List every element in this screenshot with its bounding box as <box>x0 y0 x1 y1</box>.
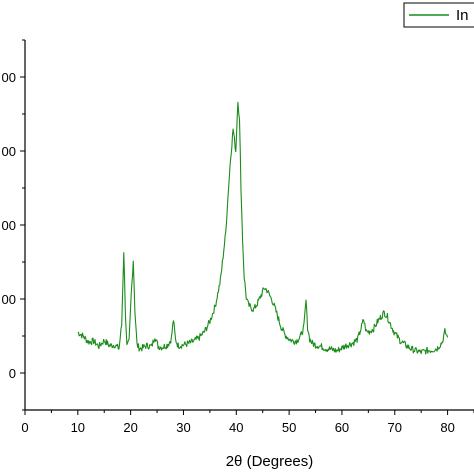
x-tick-label: 70 <box>388 420 402 435</box>
legend: In <box>403 2 474 28</box>
y-tick-label: 00 <box>2 218 16 233</box>
x-tick-label: 80 <box>440 420 454 435</box>
series-layer <box>77 101 449 355</box>
series-line <box>77 101 449 355</box>
x-tick-label: 60 <box>335 420 349 435</box>
y-tick-label: 0 <box>9 366 16 381</box>
x-tick-label: 50 <box>282 420 296 435</box>
x-axis-title: 2θ (Degrees) <box>226 453 314 470</box>
x-tick-label: 10 <box>71 420 85 435</box>
x-tick-label: 40 <box>229 420 243 435</box>
x-axis-ticks: 0 10 20 30 40 50 60 70 80 <box>21 410 474 435</box>
x-tick-label: 20 <box>123 420 137 435</box>
legend-label: In <box>456 7 469 24</box>
x-tick-label: 0 <box>21 420 28 435</box>
y-tick-label: 00 <box>2 292 16 307</box>
x-tick-label: 30 <box>176 420 190 435</box>
y-tick-label: 00 <box>2 70 16 85</box>
y-tick-label: 00 <box>2 144 16 159</box>
